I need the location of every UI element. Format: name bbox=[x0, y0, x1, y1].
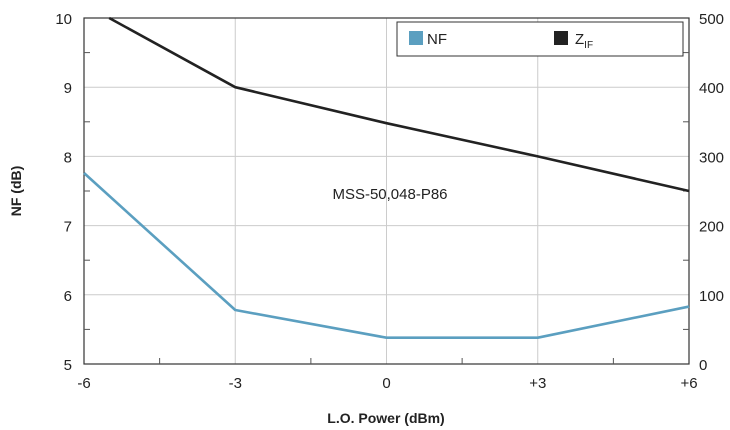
left-tick-label: 9 bbox=[64, 80, 72, 97]
right-axis-tick-labels: 0 100 200 300 400 500 bbox=[699, 11, 724, 374]
left-axis-tick-labels: 5 6 7 8 9 10 bbox=[55, 11, 72, 374]
series-lines bbox=[83, 16, 690, 340]
right-tick-label: 200 bbox=[699, 219, 724, 236]
x-axis-tick-labels: -6 -3 0 +3 +6 bbox=[77, 375, 697, 392]
right-tick-label: 100 bbox=[699, 288, 724, 305]
legend-label-zif-sub: IF bbox=[584, 40, 593, 51]
legend-label-zif: ZIF bbox=[575, 31, 593, 51]
right-tick-label: 0 bbox=[699, 357, 707, 374]
series-line-zif bbox=[108, 16, 690, 193]
legend-label-zif-main: Z bbox=[575, 31, 584, 48]
x-tick-label: -6 bbox=[77, 375, 90, 392]
x-tick-label: +3 bbox=[529, 375, 546, 392]
right-tick-label: 400 bbox=[699, 80, 724, 97]
x-axis-title: L.O. Power (dBm) bbox=[327, 410, 444, 426]
legend-swatch-zif bbox=[554, 31, 568, 45]
legend-swatch-nf bbox=[409, 31, 423, 45]
left-tick-label: 10 bbox=[55, 11, 72, 28]
y-axis-title-left: NF (dB) bbox=[8, 166, 24, 217]
series-line-nf bbox=[83, 172, 690, 340]
left-tick-label: 5 bbox=[64, 357, 72, 374]
left-tick-label: 6 bbox=[64, 288, 72, 305]
x-tick-label: 0 bbox=[382, 375, 390, 392]
legend-box bbox=[396, 21, 684, 57]
right-tick-label: 500 bbox=[699, 11, 724, 28]
legend-label-nf: NF bbox=[427, 31, 447, 48]
right-tick-label: 300 bbox=[699, 149, 724, 166]
left-tick-label: 7 bbox=[64, 219, 72, 236]
legend: NF ZIF bbox=[396, 21, 684, 57]
grid-lines bbox=[84, 18, 689, 364]
x-tick-label: +6 bbox=[680, 375, 697, 392]
x-tick-label: -3 bbox=[229, 375, 242, 392]
chart-annotation: MSS-50,048-P86 bbox=[332, 186, 447, 203]
left-tick-label: 8 bbox=[64, 149, 72, 166]
